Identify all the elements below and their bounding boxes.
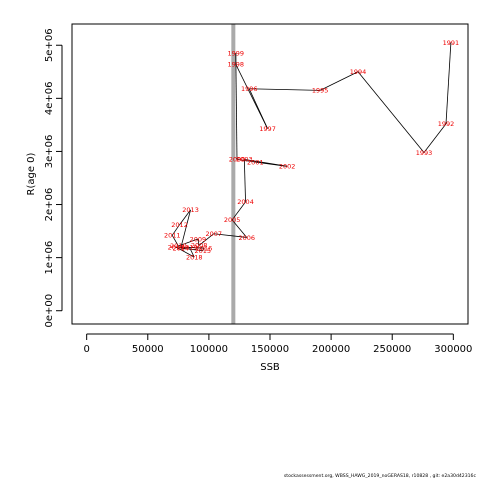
year-label-2005: 2005 [224, 216, 241, 224]
year-label-2006: 2006 [239, 234, 256, 242]
year-label-2010: 2010 [170, 242, 187, 250]
trajectory-segment-2008-2009 [197, 238, 200, 246]
x-tick-label-6: 300000 [434, 344, 472, 355]
trajectory-segment-2002-2003 [244, 159, 288, 167]
x-axis-title: SSB [260, 362, 280, 373]
year-label-2019: 2019 [181, 243, 198, 251]
year-label-1992: 1992 [438, 120, 455, 128]
year-label-1991: 1991 [443, 39, 460, 47]
year-label-2018: 2018 [186, 253, 203, 261]
trajectory-segment-2000-2001 [236, 159, 256, 163]
year-label-2009: 2009 [190, 235, 207, 243]
y-tick-label-2: 2e+06 [44, 188, 55, 222]
trajectory-segment-2015-2016 [202, 247, 205, 251]
year-label-2013: 2013 [182, 206, 199, 214]
year-label-2001: 2001 [247, 158, 264, 166]
trajectory-segment-1999-2000 [235, 53, 238, 160]
trajectory-segment-2005-2006 [231, 219, 248, 238]
x-tick-label-4: 200000 [312, 344, 350, 355]
trajectory-segment-2017-2018 [175, 246, 195, 258]
year-label-2017: 2017 [168, 243, 185, 251]
x-tick-label-1: 50000 [132, 344, 164, 355]
trajectory-segment-1991-1992 [445, 42, 452, 124]
x-tick-label-0: 0 [83, 344, 89, 355]
year-label-2012: 2012 [171, 221, 188, 229]
footnote-source: stockassessment.org, WBSS_HAWG_2019_noGE… [283, 474, 476, 479]
y-tick-label-5: 5e+06 [44, 28, 55, 62]
year-label-1995: 1995 [312, 87, 329, 95]
year-label-2011: 2011 [164, 232, 181, 240]
trajectory-segment-1993-1994 [357, 71, 425, 153]
year-label-2004: 2004 [237, 198, 254, 206]
year-label-2015: 2015 [195, 247, 212, 255]
trajectory-segment-1997-1998 [235, 64, 268, 129]
trajectory-segment-2010-2011 [171, 235, 179, 247]
y-tick-label-0: 0e+00 [44, 294, 55, 328]
trajectory-segment-2006-2007 [213, 233, 247, 238]
trajectory-segment-1994-1995 [319, 71, 359, 91]
y-tick-label-3: 3e+06 [44, 135, 55, 169]
year-label-1993: 1993 [416, 149, 433, 157]
year-label-2007: 2007 [206, 230, 223, 238]
x-tick-label-2: 100000 [190, 344, 228, 355]
year-label-1994: 1994 [350, 68, 367, 76]
year-label-2008: 2008 [191, 242, 208, 250]
year-label-1996: 1996 [241, 85, 258, 93]
trajectory-segment-1995-1996 [249, 88, 321, 91]
year-label-2002: 2002 [279, 163, 296, 171]
y-axis-title: R(age 0) [26, 152, 37, 195]
trajectory-segment-2003-2004 [243, 159, 246, 202]
x-tick-label-3: 150000 [251, 344, 289, 355]
trajectory-segment-2013-2014 [180, 209, 191, 249]
x-tick-label-5: 250000 [373, 344, 411, 355]
trajectory-segment-2011-2012 [171, 224, 180, 236]
year-label-layer: 1991 1992 1993 1994 1995 1996 1997 1998 1999 2000… [164, 39, 459, 262]
trajectory-segment-2004-2005 [231, 201, 246, 221]
trajectory-segment-2014-2015 [180, 247, 203, 252]
x-axis: 0 50000 100000 150000 200000 250000 300000 [83, 333, 472, 355]
trajectory-segment-2007-2008 [198, 233, 215, 246]
y-axis: 0e+00 1e+06 2e+06 3e+06 4e+06 5e+06 [44, 28, 63, 328]
y-tick-label-4: 4e+06 [44, 82, 55, 116]
year-label-2003: 2003 [236, 156, 253, 164]
year-label-1998: 1998 [228, 61, 245, 69]
year-label-2000: 2000 [229, 156, 246, 164]
trajectory-segment-2018-2019 [188, 246, 195, 258]
trajectory-line-layer [171, 42, 452, 258]
y-tick-label-1: 1e+06 [44, 241, 55, 275]
year-label-1997: 1997 [259, 125, 276, 133]
year-label-2016: 2016 [196, 244, 213, 252]
year-label-2014: 2014 [173, 244, 190, 252]
trajectory-segment-2012-2013 [179, 209, 191, 225]
year-label-1999: 1999 [228, 50, 245, 58]
plot-frame [71, 23, 469, 325]
trajectory-segment-1992-1993 [423, 123, 447, 153]
